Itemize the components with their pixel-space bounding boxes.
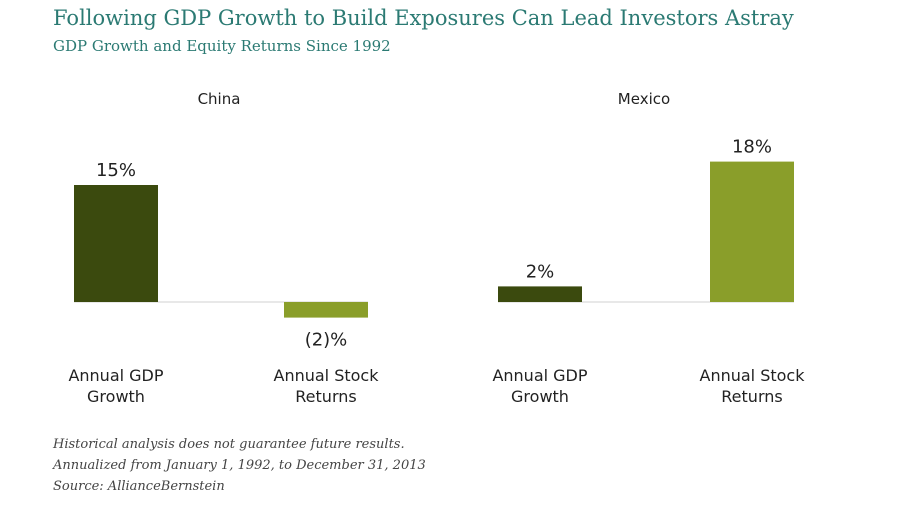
china-category-label-stock-returns: Annual Stock Returns bbox=[274, 366, 380, 406]
footnote-source: Source: AllianceBernstein bbox=[53, 479, 225, 494]
china-value-label-gdp-growth: 15% bbox=[96, 160, 136, 181]
category-label-line: Annual GDP bbox=[492, 366, 587, 385]
category-label-line: Annual Stock bbox=[274, 366, 380, 385]
mexico-value-label-stock-returns: 18% bbox=[732, 137, 772, 158]
footnote-period: Annualized from January 1, 1992, to Dece… bbox=[53, 458, 426, 473]
category-label-line: Growth bbox=[511, 387, 569, 406]
category-label-line: Annual Stock bbox=[700, 366, 806, 385]
category-label-line: Annual GDP bbox=[68, 366, 163, 385]
mexico-category-label-gdp-growth: Annual GDP Growth bbox=[492, 366, 587, 406]
footnote-disclaimer: Historical analysis does not guarantee f… bbox=[53, 437, 405, 452]
mexico-value-label-gdp-growth: 2% bbox=[526, 261, 555, 282]
mexico-bar-gdp-growth bbox=[498, 286, 582, 302]
china-bar-gdp-growth bbox=[74, 185, 158, 302]
china-value-label-stock-returns: (2)% bbox=[305, 330, 348, 351]
mexico-panel-title: Mexico bbox=[618, 90, 670, 108]
chart-subtitle: GDP Growth and Equity Returns Since 1992 bbox=[53, 37, 391, 55]
category-label-line: Returns bbox=[295, 387, 356, 406]
chart-title: Following GDP Growth to Build Exposures … bbox=[53, 6, 794, 30]
mexico-category-label-stock-returns: Annual Stock Returns bbox=[700, 366, 806, 406]
china-category-label-gdp-growth: Annual GDP Growth bbox=[68, 366, 163, 406]
category-label-line: Growth bbox=[87, 387, 145, 406]
china-bar-stock-returns bbox=[284, 302, 368, 318]
category-label-line: Returns bbox=[721, 387, 782, 406]
china-panel-title: China bbox=[198, 90, 241, 108]
mexico-bar-stock-returns bbox=[710, 161, 794, 302]
